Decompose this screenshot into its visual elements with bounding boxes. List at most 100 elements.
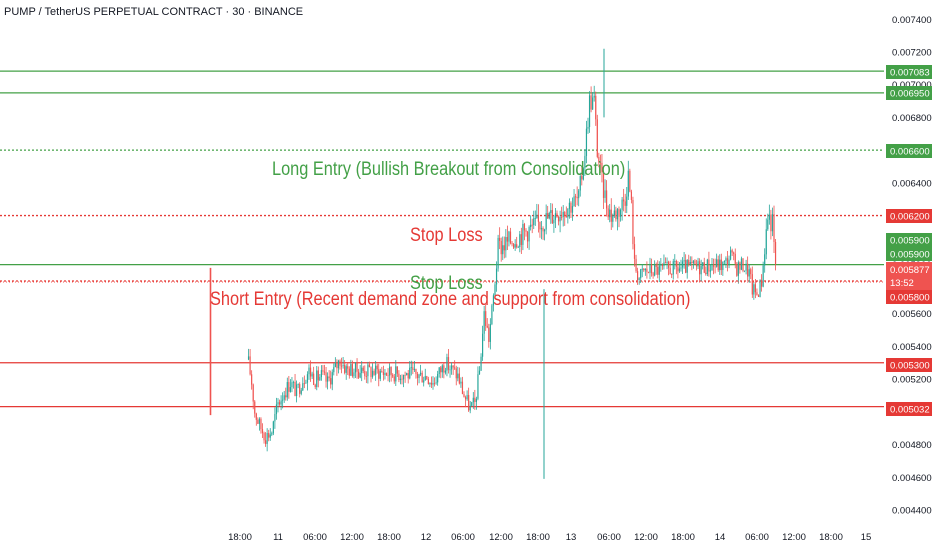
candle-body-303 (717, 259, 719, 271)
candle-body-125 (441, 365, 443, 373)
x-tick-label-11: 12:00 (634, 532, 658, 543)
candle-body-288 (694, 260, 696, 264)
candle-body-273 (671, 274, 673, 275)
candle-body-131 (451, 365, 453, 370)
candle-body-144 (471, 402, 473, 406)
candle-body-20 (278, 402, 281, 405)
candle-body-224 (595, 95, 597, 120)
candle-body-302 (716, 259, 718, 267)
x-tick-label-17: 15 (861, 532, 872, 543)
candle-body-84 (378, 369, 380, 379)
x-tick-label-0: 18:00 (228, 532, 252, 543)
candle-body-132 (452, 365, 454, 368)
candle-body-258 (647, 271, 650, 273)
candle-body-58 (337, 360, 340, 369)
candle-body-93 (392, 374, 394, 377)
candle-body-263 (655, 264, 657, 267)
price-tag-bg-0.005032 (886, 402, 932, 416)
candle-body-220 (588, 95, 591, 127)
y-tick-label-0.006400: 0.006400 (892, 178, 932, 189)
candle-body-291 (699, 261, 701, 275)
candle-body-15 (271, 433, 273, 435)
candle-body-36 (303, 383, 305, 385)
candle-body-259 (649, 264, 651, 273)
candle-body-188 (539, 221, 541, 230)
candle-body-176 (520, 234, 522, 245)
candle-body-47 (320, 370, 322, 378)
candle-body-334 (765, 229, 767, 255)
candle-body-245 (627, 170, 629, 197)
candle-body-174 (517, 246, 519, 248)
candle-body-157 (491, 305, 493, 325)
candle-body-8 (260, 418, 262, 430)
candle-body-304 (719, 259, 721, 271)
candle-body-201 (559, 216, 561, 222)
candle-body-55 (333, 367, 335, 373)
candle-body-163 (500, 240, 502, 255)
candle-body-196 (551, 210, 553, 224)
candle-body-241 (621, 199, 623, 210)
candle-body-272 (669, 267, 671, 275)
candle-body-83 (376, 365, 378, 370)
candle-body-309 (726, 258, 729, 266)
candle-body-6 (257, 419, 259, 424)
candle-body-141 (466, 395, 468, 400)
candle-body-310 (728, 259, 730, 266)
candle-body-1 (249, 356, 251, 375)
candle-body-339 (773, 214, 775, 242)
candle-body-67 (351, 364, 353, 377)
candle-body-60 (340, 365, 343, 367)
candle-body-70 (356, 362, 358, 372)
candle-body-238 (616, 209, 619, 220)
candle-body-146 (474, 397, 476, 402)
candle-body-311 (730, 250, 732, 260)
candle-body-314 (734, 253, 736, 264)
candle-body-59 (339, 360, 341, 366)
candle-body-242 (623, 199, 625, 202)
candle-body-326 (753, 284, 755, 295)
candle-body-48 (322, 370, 324, 372)
candle-body-228 (601, 162, 603, 172)
candle-body-151 (482, 333, 484, 357)
candle-body-264 (657, 266, 659, 275)
candle-body-87 (382, 372, 384, 375)
candle-body-331 (761, 279, 763, 287)
candle-body-234 (610, 209, 612, 222)
price-tag-bg-0.006600 (886, 144, 932, 158)
candle-body-74 (362, 367, 364, 371)
candle-body-10 (263, 433, 265, 441)
candle-body-179 (525, 230, 527, 232)
stop-loss-label-green: Stop Loss (410, 273, 483, 294)
candle-body-198 (554, 213, 557, 220)
y-tick-label-0.005400: 0.005400 (892, 342, 932, 353)
candle-body-129 (447, 357, 450, 370)
candle-body-145 (472, 397, 474, 403)
price-tag-bg-0.005300 (886, 358, 932, 372)
candle-body-281 (683, 260, 685, 262)
candle-body-296 (706, 259, 708, 275)
candle-body-29 (292, 382, 295, 383)
candle-body-5 (255, 413, 257, 420)
price-tag-bg-0.006200 (886, 209, 932, 223)
x-tick-label-16: 18:00 (819, 532, 843, 543)
candle-body-26 (288, 382, 290, 392)
candle-body-271 (668, 261, 670, 268)
candle-body-270 (666, 261, 668, 264)
candle-body-104 (409, 367, 411, 379)
candle-body-292 (700, 265, 702, 275)
candle-body-12 (266, 433, 268, 444)
y-tick-label-0.004400: 0.004400 (892, 506, 932, 517)
candle-body-256 (644, 268, 646, 271)
candle-body-165 (503, 245, 505, 251)
candle-body-62 (344, 365, 346, 373)
price-tags: 0.007083 0.006950 0.006600 0.006200 0.005900… (0, 65, 932, 416)
candle-body-227 (599, 162, 601, 164)
x-tick-label-3: 12:00 (340, 532, 364, 543)
candle-body-289 (695, 263, 698, 267)
candle-body-255 (643, 268, 645, 271)
price-tag-bg-0.005800 (886, 290, 932, 304)
candle-body-239 (618, 209, 620, 217)
x-axis[interactable]: 18:00 11 06:00 12:00 18:00 12 06:00 12:00 18:00 1… (228, 532, 871, 543)
candle-body-136 (458, 373, 460, 384)
